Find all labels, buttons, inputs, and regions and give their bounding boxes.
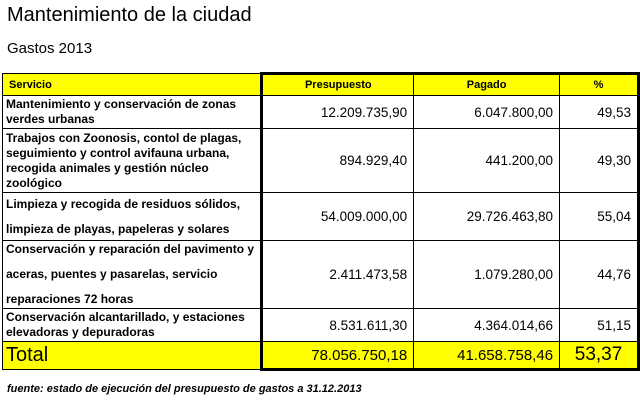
servicio-line: Mantenimiento y conservación de zonas	[6, 97, 237, 111]
header-presupuesto: Presupuesto	[260, 72, 415, 96]
header-percent: %	[559, 72, 640, 96]
servicio-cell: Conservación y reparación del pavimento …	[1, 240, 263, 309]
page-subtitle: Gastos 2013	[7, 40, 93, 57]
percent-cell: 44,76	[559, 240, 640, 309]
servicio-line: verdes urbanas	[6, 112, 95, 126]
servicio-line: recogida animales y gestión núcleo	[6, 160, 209, 175]
servicio-line: aceras, puentes y pasarelas, servicio	[6, 267, 218, 281]
header-pagado: Pagado	[413, 72, 561, 96]
source-footnote: fuente: estado de ejecución del presupue…	[7, 383, 362, 395]
header-servicio: Servicio	[1, 73, 263, 96]
page-title: Mantenimiento de la ciudad	[7, 4, 252, 26]
servicio-line: reparaciones 72 horas	[6, 292, 134, 306]
servicio-line-spacer	[6, 282, 257, 292]
pagado-cell: 1.079.280,00	[413, 240, 561, 309]
pagado-cell: 4.364.014,66	[413, 308, 561, 342]
servicio-line-spacer	[6, 212, 257, 222]
servicio-cell: Limpieza y recogida de residuos sólidos,…	[1, 192, 263, 241]
total-percent: 53,37	[559, 341, 640, 371]
pagado-cell: 29.726.463,80	[413, 192, 561, 241]
table-row: Trabajos con Zoonosis, contol de plagas,…	[1, 128, 640, 193]
budget-table: Servicio Presupuesto Pagado % Mantenimie…	[1, 72, 640, 371]
total-label: Total	[1, 341, 263, 370]
servicio-line: limpieza de playas, papeleras y solares	[6, 221, 230, 236]
table-row: Limpieza y recogida de residuos sólidos,…	[1, 192, 640, 241]
presupuesto-cell: 12.209.735,90	[260, 95, 415, 129]
servicio-line: Conservación y reparación del pavimento …	[6, 242, 255, 256]
table-row: Conservación y reparación del pavimento …	[1, 240, 640, 309]
servicio-line: seguimiento y control avifauna urbana,	[6, 145, 230, 160]
table-row: Conservación alcantarillado, y estacione…	[1, 308, 640, 342]
servicio-line: Conservación alcantarillado, y estacione…	[6, 310, 245, 324]
table-header-row: Servicio Presupuesto Pagado %	[1, 72, 640, 96]
presupuesto-cell: 2.411.473,58	[260, 240, 415, 309]
pagado-cell: 441.200,00	[413, 128, 561, 193]
percent-cell: 49,53	[559, 95, 640, 129]
presupuesto-cell: 8.531.611,30	[260, 308, 415, 342]
servicio-line: elevadoras y depuradoras	[6, 325, 155, 339]
servicio-line: Limpieza y recogida de residuos sólidos,	[6, 196, 241, 211]
servicio-line-spacer	[6, 257, 257, 267]
servicio-cell: Conservación alcantarillado, y estacione…	[1, 308, 263, 342]
table-row: Mantenimiento y conservación de zonas ve…	[1, 95, 640, 129]
percent-cell: 51,15	[559, 308, 640, 342]
servicio-cell: Mantenimiento y conservación de zonas ve…	[1, 95, 263, 129]
percent-cell: 55,04	[559, 192, 640, 241]
total-presupuesto: 78.056.750,18	[260, 341, 415, 371]
total-row: Total 78.056.750,18 41.658.758,46 53,37	[1, 341, 640, 371]
presupuesto-cell: 894.929,40	[260, 128, 415, 193]
total-pagado: 41.658.758,46	[413, 341, 561, 371]
servicio-line: Trabajos con Zoonosis, contol de plagas,	[6, 130, 242, 145]
presupuesto-cell: 54.009.000,00	[260, 192, 415, 241]
percent-cell: 49,30	[559, 128, 640, 193]
pagado-cell: 6.047.800,00	[413, 95, 561, 129]
servicio-line: zoológico	[6, 175, 62, 190]
servicio-cell: Trabajos con Zoonosis, contol de plagas,…	[1, 128, 263, 193]
